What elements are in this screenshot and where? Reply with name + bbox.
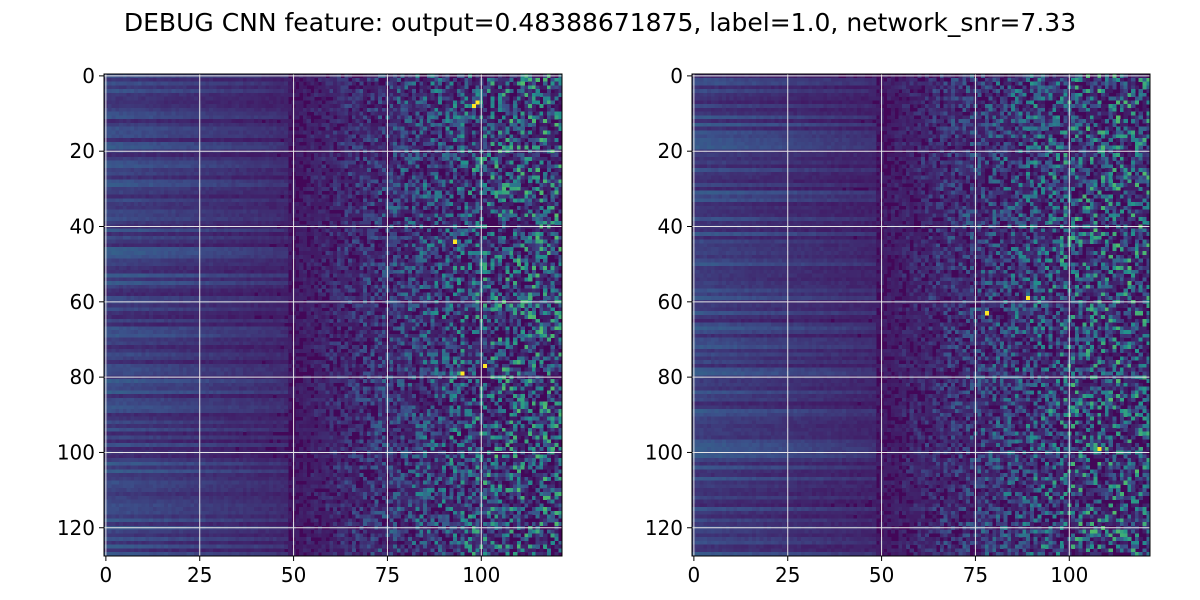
y-tick-label: 100 xyxy=(57,440,95,464)
y-tick-label: 80 xyxy=(658,365,683,389)
x-tick-label: 50 xyxy=(281,563,306,587)
y-tick-label: 20 xyxy=(70,139,95,163)
y-tick-label: 60 xyxy=(70,290,95,314)
hotspot-cell xyxy=(1026,296,1030,300)
x-tick-label: 25 xyxy=(187,563,212,587)
hotspot-cell xyxy=(483,364,487,368)
heatmap-left: 0 25 50 75 100 0 20 40 60 80 100 120 xyxy=(57,64,562,587)
y-tick-label: 120 xyxy=(57,516,95,540)
x-tick-label: 75 xyxy=(963,563,988,587)
y-tick-label: 60 xyxy=(658,290,683,314)
hotspot-cell xyxy=(461,371,465,375)
y-tick-label: 0 xyxy=(670,64,683,88)
hotspot-cell xyxy=(453,240,457,244)
x-tick-label: 75 xyxy=(375,563,400,587)
y-tick-label: 40 xyxy=(70,215,95,239)
y-tick-label: 120 xyxy=(645,516,683,540)
y-tick-label: 100 xyxy=(645,440,683,464)
x-tick-label: 25 xyxy=(775,563,800,587)
y-tick-label: 80 xyxy=(70,365,95,389)
x-tick-label: 50 xyxy=(869,563,894,587)
y-tick-label: 40 xyxy=(658,215,683,239)
hotspot-cell xyxy=(1097,447,1101,451)
y-tick-label: 20 xyxy=(658,139,683,163)
hotspot-cell xyxy=(476,100,480,104)
heatmap-right: 0 25 50 75 100 0 20 40 60 80 100 120 xyxy=(645,64,1150,587)
x-tick-label: 0 xyxy=(688,563,701,587)
y-tick-label: 0 xyxy=(82,64,95,88)
x-tick-label: 0 xyxy=(100,563,113,587)
x-tick-label: 100 xyxy=(462,563,500,587)
x-tick-label: 100 xyxy=(1050,563,1088,587)
hotspot-cell xyxy=(472,104,476,108)
heatmap-cells xyxy=(692,74,1150,556)
hotspot-cell xyxy=(985,311,989,315)
